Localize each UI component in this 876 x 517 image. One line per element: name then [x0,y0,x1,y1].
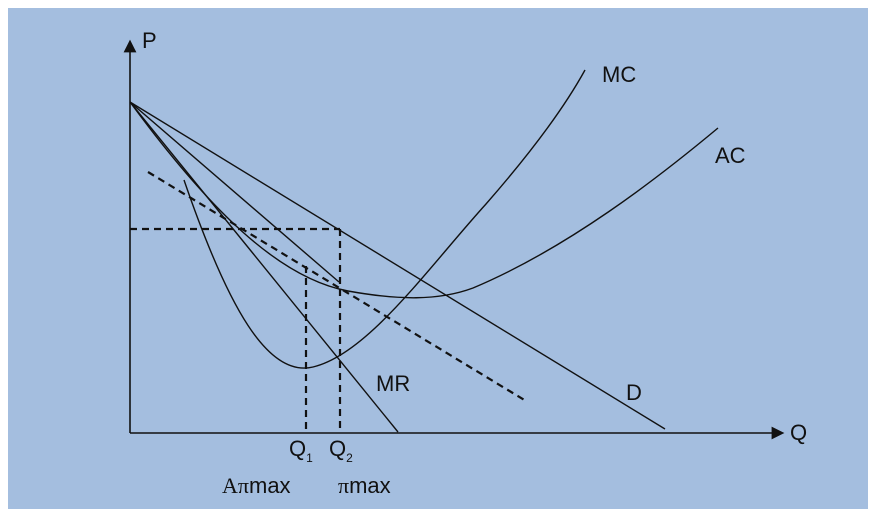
monopoly-diagram: P Q MC AC MR D Q1 Q2 Aπmax πmax [8,8,868,509]
q1-caption-symbol: Aπ [222,473,249,498]
q2-label: Q2 [329,436,353,465]
q1-letter: Q [289,436,306,461]
q2-letter: Q [329,436,346,461]
panel-background [8,8,868,509]
ac-label: AC [715,143,746,168]
x-axis-label: Q [790,420,807,445]
q2-caption-text: max [349,473,391,498]
q2-caption-symbol: π [338,473,349,498]
mr-curve [129,101,399,433]
average-profit-line [129,101,340,283]
q1-caption: Aπmax [222,473,291,498]
mr-label: MR [376,371,410,396]
q2-subscript: 2 [346,451,353,465]
q1-subscript: 1 [306,451,313,465]
ac-curve [129,101,719,299]
y-axis-label: P [142,28,157,53]
demand-label: D [626,380,642,405]
mc-curve [183,69,586,369]
q1-label: Q1 [289,436,313,465]
mc-label: MC [602,62,636,87]
q1-caption-text: max [249,473,291,498]
diagram-panel: P Q MC AC MR D Q1 Q2 Aπmax πmax [8,8,868,509]
dashed-tangent-line [147,171,527,402]
demand-curve [129,101,666,430]
q2-caption: πmax [338,473,391,498]
